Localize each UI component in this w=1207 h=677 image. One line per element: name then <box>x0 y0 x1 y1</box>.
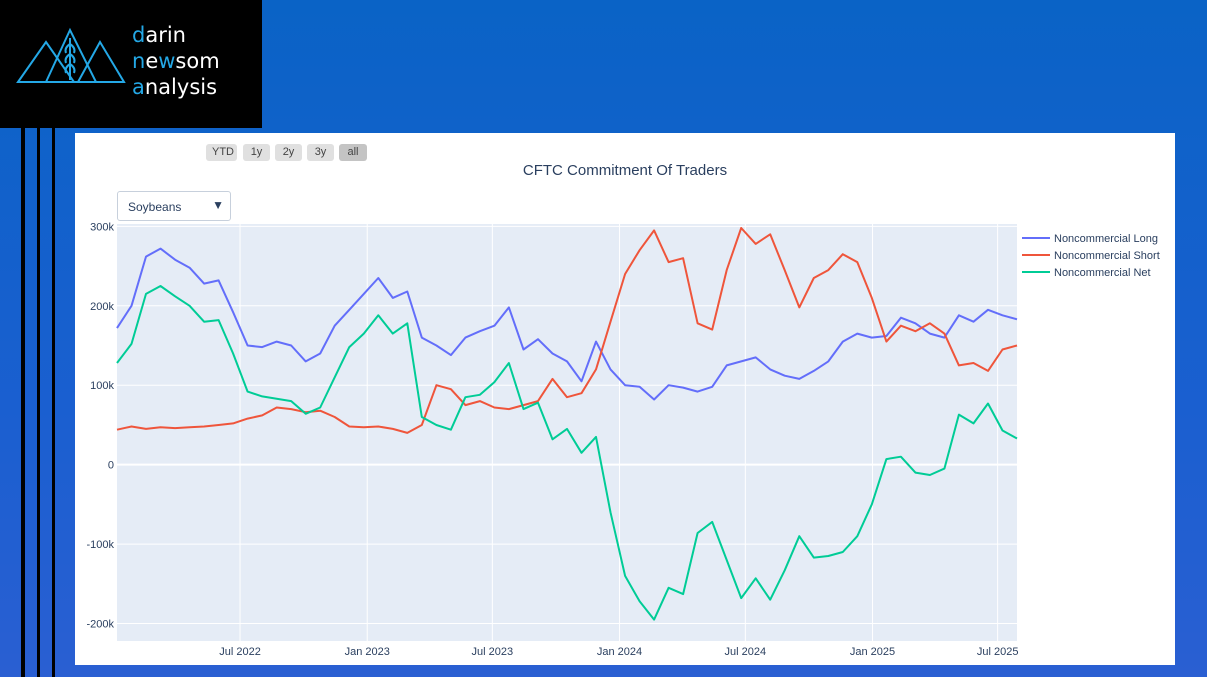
y-tick-label: -100k <box>86 539 114 551</box>
logo: darin newsom analysis <box>0 0 262 128</box>
mountain-logo-icon <box>16 27 126 83</box>
plot-area <box>117 224 1017 641</box>
y-tick-label: 0 <box>108 460 114 472</box>
range-btn-2y[interactable]: 2y <box>275 144 302 161</box>
commodity-dropdown[interactable]: Soybeans ▼ <box>117 191 231 221</box>
range-btn-all[interactable]: all <box>339 144 367 161</box>
range-btn-1y[interactable]: 1y <box>243 144 270 161</box>
chart-title: CFTC Commitment Of Traders <box>522 162 728 179</box>
chart-card: YTD 1y 2y 3y all CFTC Commitment Of Trad… <box>75 133 1175 665</box>
decor-bar-2 <box>37 128 40 677</box>
x-tick-label: Jan 2024 <box>597 646 642 658</box>
x-tick-label: Jul 2023 <box>472 646 514 658</box>
x-tick-label: Jan 2023 <box>345 646 390 658</box>
series-line-1 <box>116 247 1018 401</box>
x-tick-label: Jul 2025 <box>977 646 1019 658</box>
decor-bar-3 <box>52 128 55 677</box>
y-tick-label: 100k <box>90 380 114 392</box>
series-line-2 <box>116 227 1018 434</box>
x-tick-label: Jul 2022 <box>219 646 261 658</box>
x-tick-label: Jul 2024 <box>725 646 767 658</box>
y-tick-label: 200k <box>90 301 114 313</box>
line-chart: 300k 200k 100k 0 -100k -200k Jul 2022 Jan 2023… <box>86 221 1160 658</box>
range-btn-ytd[interactable]: YTD <box>206 144 237 161</box>
x-tick-label: Jan 2025 <box>850 646 895 658</box>
y-tick-label: 300k <box>90 221 114 233</box>
series-line-3 <box>116 285 1018 621</box>
range-btn-3y[interactable]: 3y <box>307 144 334 161</box>
decor-bar-1 <box>21 128 25 677</box>
legend-label: Noncommercial Long <box>1054 233 1158 245</box>
dropdown-arrow-icon: ▼ <box>212 198 224 212</box>
brand-wordmark: darin newsom analysis <box>132 23 220 99</box>
y-tick-label: -200k <box>86 619 114 631</box>
dropdown-selected: Soybeans <box>128 200 182 214</box>
legend-label: Noncommercial Short <box>1054 250 1160 262</box>
legend-label: Noncommercial Net <box>1054 267 1151 279</box>
